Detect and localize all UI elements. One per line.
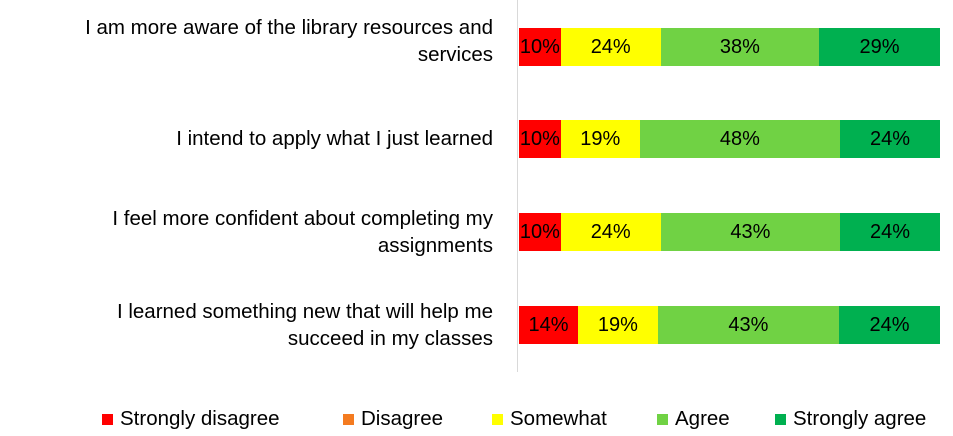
legend-label: Agree xyxy=(675,407,730,430)
legend-swatch-icon xyxy=(492,413,503,425)
bar-segment: 29% xyxy=(819,28,940,66)
category-label-3-line-1: I feel more confident about completing m… xyxy=(112,207,493,230)
legend-item-disagree: Disagree xyxy=(343,405,443,433)
bar-segment: 10% xyxy=(519,28,561,66)
bar-segment: 38% xyxy=(660,28,820,66)
legend-item-agree: Agree xyxy=(657,405,730,433)
legend-swatch-icon xyxy=(775,413,786,425)
bar-segment: 19% xyxy=(577,306,658,344)
bar-segment: 24% xyxy=(560,213,661,251)
legend-label: Strongly agree xyxy=(793,407,927,430)
category-label-1-line-1: I am more aware of the library resources… xyxy=(85,16,493,39)
bar-segment: 24% xyxy=(838,306,940,344)
bar-segment: 24% xyxy=(839,213,941,251)
legend-label: Disagree xyxy=(361,407,444,430)
legend-swatch-icon xyxy=(343,413,354,425)
bar-segment: 14% xyxy=(519,306,578,344)
legend-item-strongly-disagree: Strongly disagree xyxy=(102,405,280,433)
category-label-4: I learned something new that will help m… xyxy=(0,298,493,352)
bar-row-1: 10% 24% 38% 29% xyxy=(519,28,940,66)
legend-swatch-icon xyxy=(657,413,668,425)
category-label-4-line-2: succeed in my classes xyxy=(287,327,493,350)
bar-segment: 43% xyxy=(660,213,840,251)
bar-segment: 48% xyxy=(639,120,840,158)
bar-segment: 19% xyxy=(560,120,640,158)
legend-item-strongly-agree: Strongly agree xyxy=(775,405,926,433)
category-label-3: I feel more confident about completing m… xyxy=(0,205,493,259)
category-label-2: I intend to apply what I just learned xyxy=(0,125,493,152)
category-label-4-line-1: I learned something new that will help m… xyxy=(116,300,493,323)
legend-label: Somewhat xyxy=(510,407,607,430)
bar-segment: 10% xyxy=(519,213,561,251)
legend-swatch-icon xyxy=(102,413,113,425)
legend-label: Strongly disagree xyxy=(120,407,280,430)
legend: Strongly disagree Disagree Somewhat Agre… xyxy=(0,405,953,433)
category-label-1-line-2: services xyxy=(417,43,493,66)
bar-segment: 43% xyxy=(657,306,839,344)
category-label-1: I am more aware of the library resources… xyxy=(0,14,493,68)
y-axis-line xyxy=(517,0,518,372)
bar-row-3: 10% 24% 43% 24% xyxy=(519,213,941,251)
bar-segment: 24% xyxy=(839,120,941,158)
category-label-2-line-1: I intend to apply what I just learned xyxy=(176,127,493,150)
bar-row-2: 10% 19% 48% 24% xyxy=(519,120,941,158)
legend-item-somewhat: Somewhat xyxy=(492,405,607,433)
bar-row-4: 14% 19% 43% 24% xyxy=(519,306,940,344)
category-label-3-line-2: assignments xyxy=(377,234,493,257)
bar-segment: 10% xyxy=(519,120,561,158)
bar-segment: 24% xyxy=(560,28,661,66)
